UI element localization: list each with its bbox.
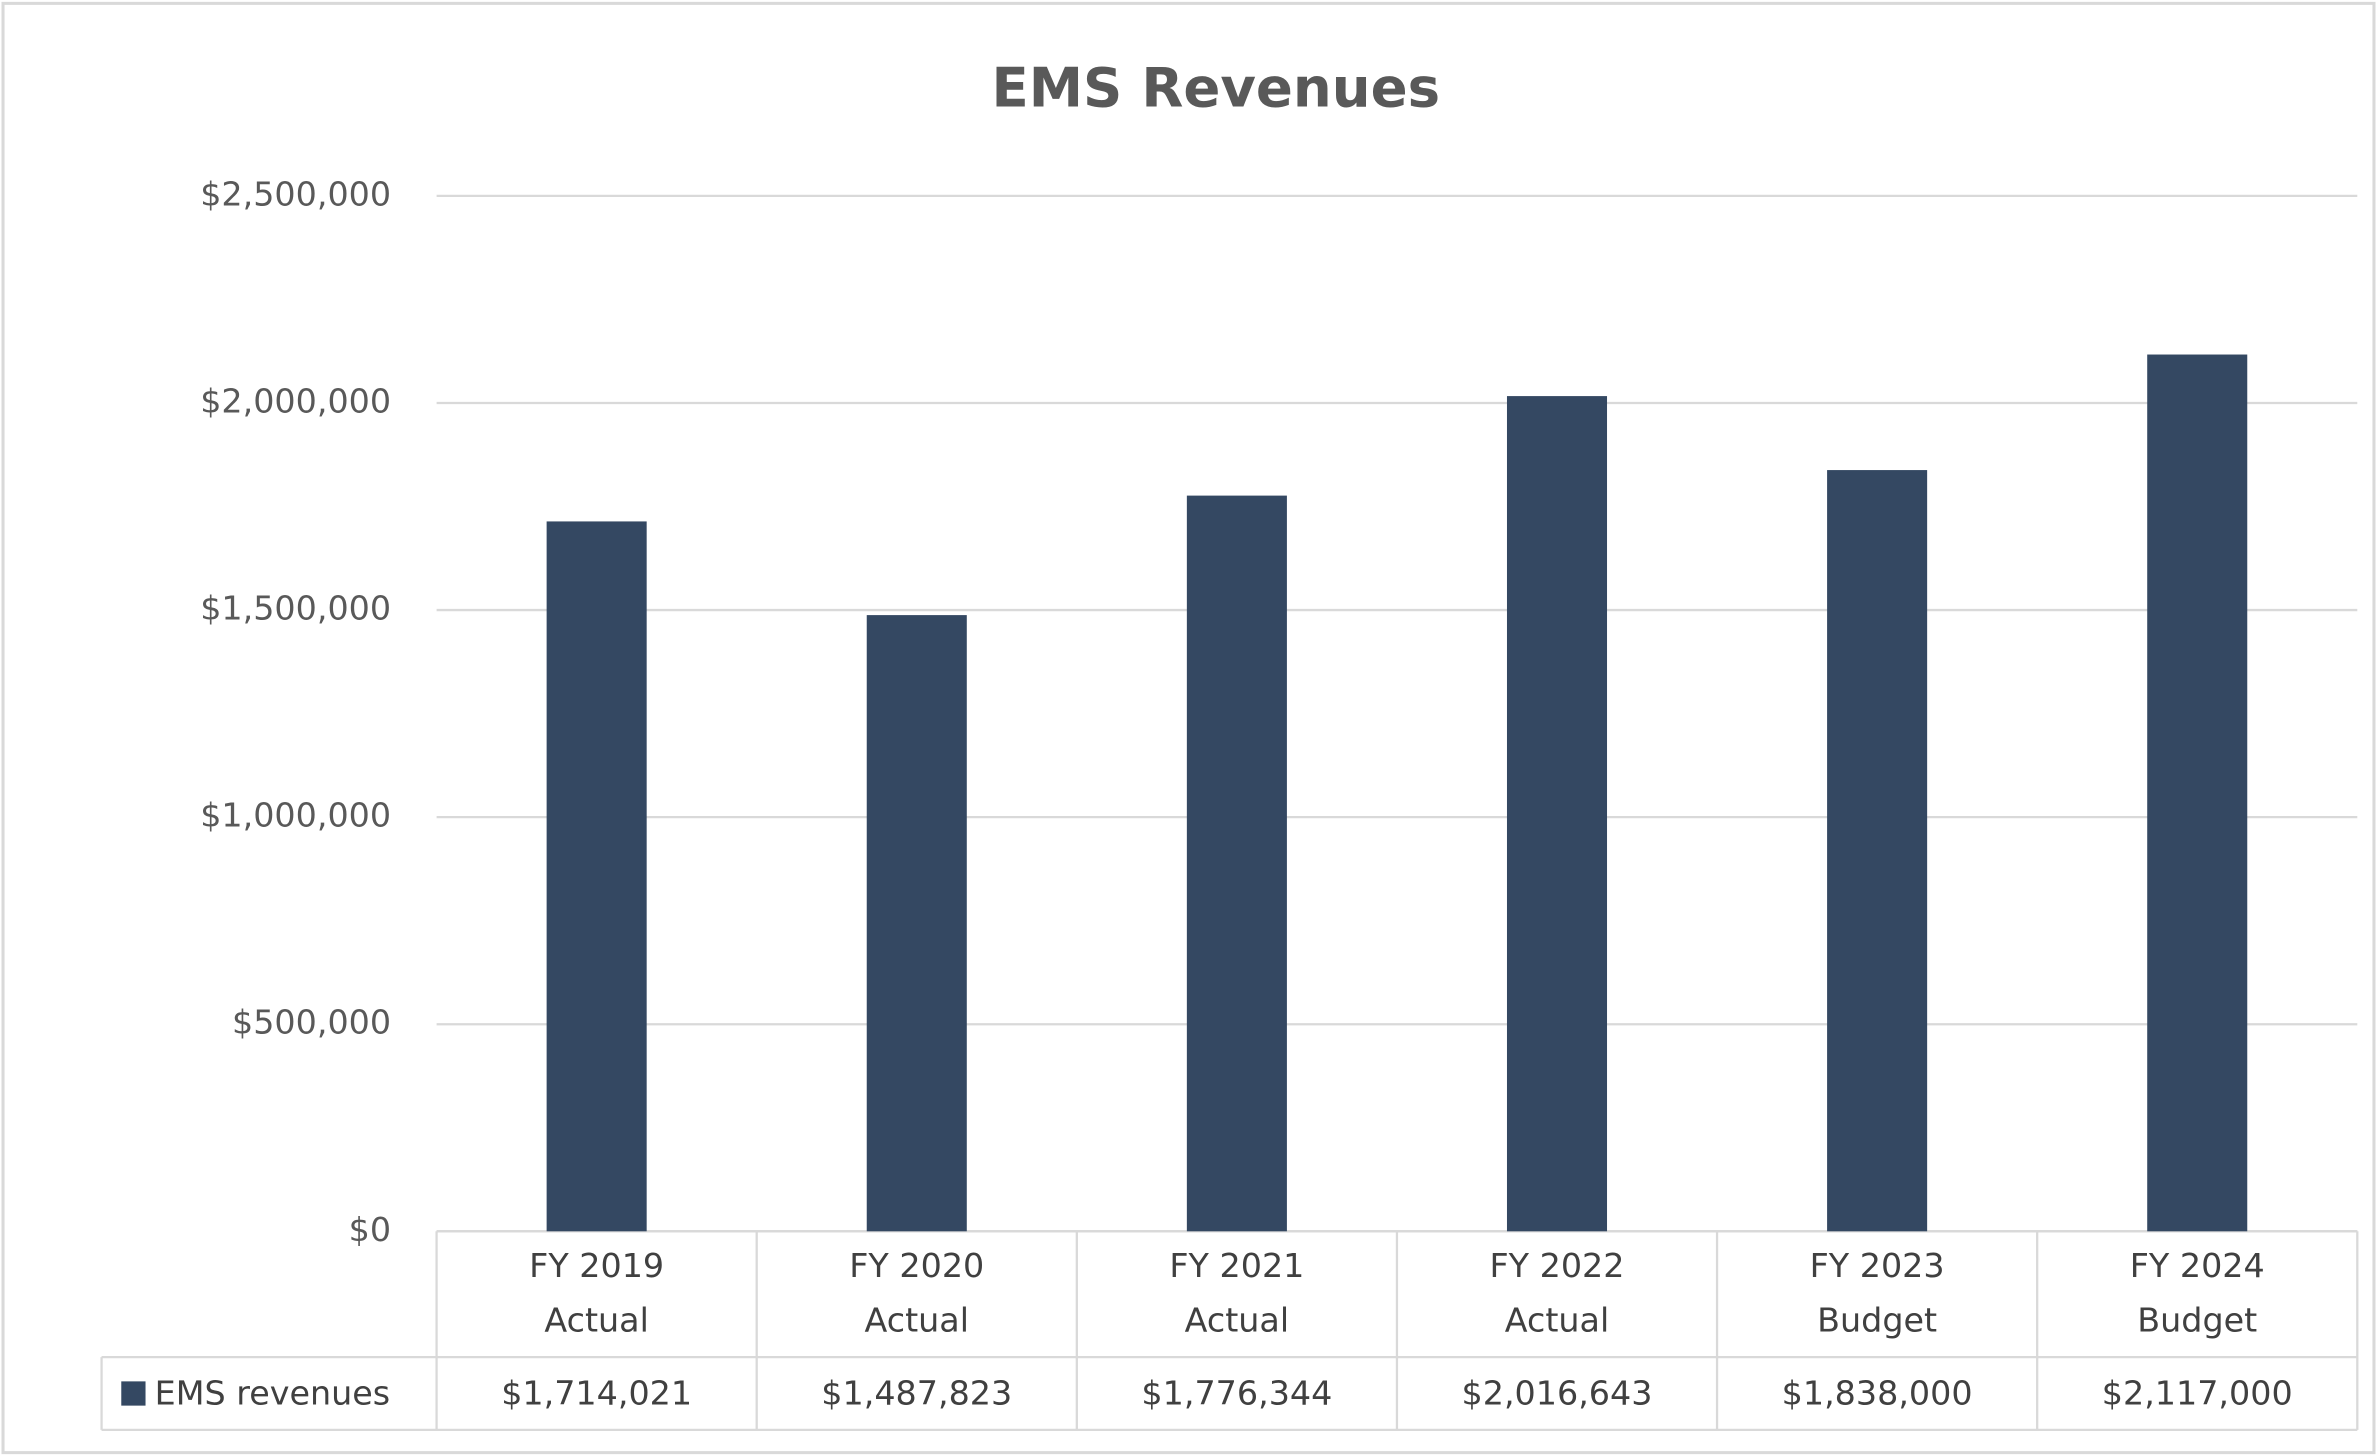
data-label: $1,487,823 bbox=[821, 1374, 1012, 1413]
legend-marker bbox=[121, 1381, 146, 1406]
x-tick-label: FY 2024 bbox=[2130, 1246, 2265, 1285]
data-label: $2,117,000 bbox=[2102, 1374, 2293, 1413]
bar bbox=[1506, 396, 1608, 1232]
x-tick-label: Actual bbox=[865, 1301, 969, 1340]
x-tick-label: FY 2022 bbox=[1489, 1246, 1624, 1285]
x-tick-label: FY 2021 bbox=[1169, 1246, 1304, 1285]
bar bbox=[1827, 470, 1928, 1232]
bar bbox=[866, 615, 967, 1232]
data-label: $1,776,344 bbox=[1141, 1374, 1332, 1413]
chart-title: EMS Revenues bbox=[991, 55, 1440, 119]
y-tick-label: $1,000,000 bbox=[200, 796, 391, 835]
data-label: $1,714,021 bbox=[501, 1374, 692, 1413]
y-tick-label: $500,000 bbox=[232, 1003, 391, 1042]
bar bbox=[1186, 495, 1287, 1232]
data-label: $2,016,643 bbox=[1462, 1374, 1653, 1413]
x-tick-label: Actual bbox=[544, 1301, 648, 1340]
x-tick-label: Actual bbox=[1505, 1301, 1609, 1340]
x-tick-label: FY 2020 bbox=[849, 1246, 984, 1285]
bar bbox=[2147, 354, 2248, 1232]
y-tick-label: $2,000,000 bbox=[200, 381, 391, 420]
x-tick-label: Budget bbox=[2137, 1301, 2257, 1340]
x-tick-label: Actual bbox=[1185, 1301, 1289, 1340]
y-tick-label: $0 bbox=[349, 1210, 391, 1249]
y-tick-label: $2,500,000 bbox=[200, 174, 391, 213]
x-tick-label: FY 2019 bbox=[529, 1246, 664, 1285]
y-tick-label: $1,500,000 bbox=[200, 589, 391, 628]
legend-label: EMS revenues bbox=[155, 1374, 391, 1413]
x-tick-label: FY 2023 bbox=[1810, 1246, 1945, 1285]
data-label: $1,838,000 bbox=[1782, 1374, 1973, 1413]
bar bbox=[546, 521, 647, 1232]
x-tick-label: Budget bbox=[1817, 1301, 1937, 1340]
